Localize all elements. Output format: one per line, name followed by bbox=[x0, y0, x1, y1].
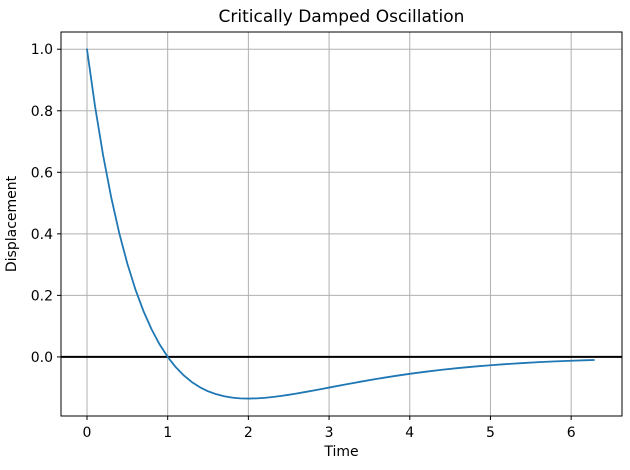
x-tick-label: 4 bbox=[405, 425, 414, 441]
y-tick-label: 1.0 bbox=[31, 42, 53, 58]
y-axis-label: Displacement bbox=[4, 175, 20, 272]
y-tick-label: 0.6 bbox=[31, 165, 53, 181]
chart-title: Critically Damped Oscillation bbox=[219, 7, 465, 27]
y-tick-label: 0.2 bbox=[31, 288, 53, 304]
x-axis-label: Time bbox=[323, 444, 358, 460]
axes-spines bbox=[60, 31, 623, 417]
series-line-displacement bbox=[86, 48, 595, 400]
x-tick-label: 0 bbox=[83, 425, 92, 441]
axis-tick-marks bbox=[57, 48, 572, 420]
x-tick-label: 3 bbox=[325, 425, 334, 441]
y-tick-label: 0.4 bbox=[31, 227, 53, 243]
x-tick-label: 5 bbox=[486, 425, 495, 441]
y-tick-label: 0.0 bbox=[31, 350, 53, 366]
y-tick-label: 0.8 bbox=[31, 104, 53, 120]
x-tick-label: 1 bbox=[163, 425, 172, 441]
x-tick-label: 2 bbox=[244, 425, 253, 441]
axis-tick-labels: 0 1 2 3 4 5 6 0.0 0.2 0.4 0.6 0.8 1.0 bbox=[31, 42, 576, 441]
data-series-layer bbox=[86, 48, 595, 400]
x-tick-label: 6 bbox=[567, 425, 576, 441]
plot-area bbox=[61, 32, 622, 416]
